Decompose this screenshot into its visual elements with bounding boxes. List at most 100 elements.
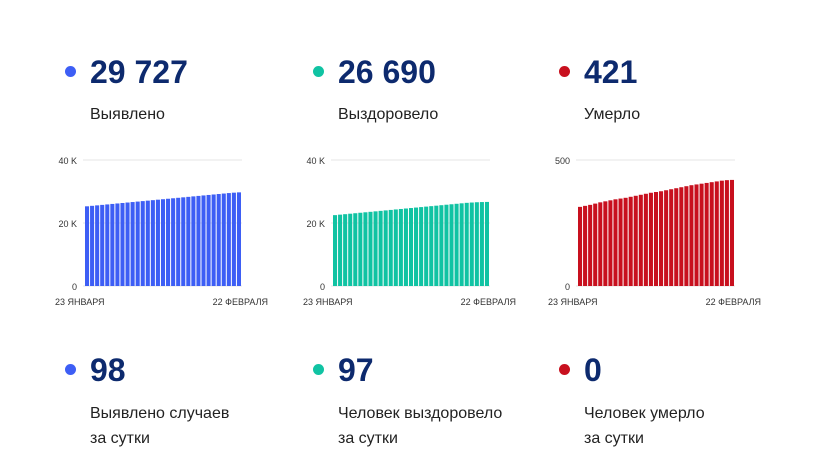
deaths-bar — [583, 205, 588, 286]
deaths-bar — [679, 187, 684, 286]
recovered-bar — [474, 202, 479, 286]
deaths-bar — [714, 181, 719, 286]
detected-ytick-label: 20 K — [58, 219, 77, 229]
detected-bar — [166, 198, 171, 286]
detected-label: Выявлено — [90, 106, 165, 123]
deaths-bar — [704, 182, 709, 286]
deaths-bar — [598, 202, 603, 286]
recovered-bar — [333, 215, 338, 287]
recovered-bar — [419, 207, 424, 286]
recovered-bar — [464, 202, 469, 286]
deaths-total-value: 421 — [584, 54, 638, 90]
detected-bar — [155, 199, 160, 286]
deaths-ytick-label: 500 — [555, 156, 570, 166]
recovered-total-value: 26 690 — [338, 54, 436, 90]
recovered-bar — [454, 203, 459, 286]
detected-bar — [181, 197, 186, 286]
recovered-bar — [353, 213, 358, 286]
deaths-bar — [709, 182, 714, 286]
recovered-bar — [484, 201, 489, 286]
detected-bar — [226, 193, 231, 286]
recovered-bar — [338, 214, 343, 286]
detected-xtick-label-start: 23 ЯНВАРЯ — [55, 297, 105, 307]
recovered-ytick-label: 20 K — [306, 219, 325, 229]
detected-bar — [100, 204, 105, 286]
recovered-ytick-label: 40 K — [306, 156, 325, 166]
recovered-label: Выздоровело — [338, 106, 439, 123]
detected-daily-label-line1: Выявлено случаев — [90, 405, 230, 422]
deaths-bar — [689, 185, 694, 286]
deaths-ytick-label: 0 — [565, 282, 570, 292]
deaths-bar — [638, 194, 643, 286]
detected-bar — [105, 204, 110, 286]
recovered-bar — [363, 212, 368, 286]
detected-bar — [236, 192, 241, 286]
detected-dot-icon — [65, 66, 76, 77]
recovered-bar — [424, 206, 429, 286]
deaths-bar — [669, 189, 674, 286]
detected-bar — [95, 205, 100, 286]
recovered-bar — [343, 214, 348, 286]
detected-bar — [140, 201, 145, 286]
detected-bar — [176, 197, 181, 286]
deaths-daily-label-line1: Человек умерло — [584, 405, 705, 422]
recovered-bar — [378, 210, 383, 286]
recovered-bar — [398, 208, 403, 286]
detected-bar — [135, 201, 140, 286]
deaths-xtick-label-end: 22 ФЕВРАЛЯ — [706, 297, 761, 307]
detected-bar — [130, 202, 135, 286]
recovered-bar — [479, 202, 484, 286]
deaths-bar — [588, 204, 593, 286]
detected-bar — [196, 195, 201, 286]
recovered-daily-value: 97 — [338, 352, 374, 388]
recovered-ytick-label: 0 — [320, 282, 325, 292]
deaths-daily-value: 0 — [584, 352, 602, 388]
deaths-daily-dot-icon — [559, 364, 570, 375]
recovered-bar — [393, 209, 398, 286]
deaths-bar — [674, 188, 679, 286]
detected-daily-value: 98 — [90, 352, 126, 388]
detected-bar — [150, 200, 155, 286]
deaths-bar — [664, 190, 669, 286]
deaths-xtick-label-start: 23 ЯНВАРЯ — [548, 297, 598, 307]
recovered-bar — [459, 203, 464, 286]
detected-bar — [206, 194, 211, 286]
deaths-chart: 0 500 23 ЯНВАРЯ 22 ФЕВРАЛЯ — [548, 156, 761, 307]
deaths-daily-label-line2: за сутки — [584, 430, 644, 447]
deaths-bar — [684, 186, 689, 286]
recovered-xtick-label-end: 22 ФЕВРАЛЯ — [461, 297, 516, 307]
deaths-bar — [613, 199, 618, 286]
deaths-bar — [659, 191, 664, 286]
detected-chart: 0 20 K 40 K 23 ЯНВАРЯ 22 ФЕВРАЛЯ — [55, 156, 268, 307]
detected-bar — [90, 205, 95, 286]
recovered-bar — [358, 212, 363, 286]
recovered-bar — [469, 202, 474, 286]
deaths-bar — [608, 200, 613, 286]
deaths-bar — [578, 206, 583, 286]
detected-bar — [216, 194, 221, 286]
detected-bar — [125, 202, 130, 286]
deaths-bar — [593, 203, 598, 286]
detected-ytick-label: 40 K — [58, 156, 77, 166]
recovered-bar — [449, 204, 454, 286]
detected-bar — [85, 206, 90, 286]
detected-ytick-label: 0 — [72, 282, 77, 292]
deaths-bar — [643, 193, 648, 286]
detected-bar — [145, 200, 150, 286]
deaths-bar — [699, 183, 704, 286]
recovered-daily-label-line2: за сутки — [338, 430, 398, 447]
recovered-bar — [434, 205, 439, 286]
detected-daily-dot-icon — [65, 364, 76, 375]
deaths-bar — [623, 197, 628, 286]
deaths-bar — [603, 201, 608, 286]
detected-total-value: 29 727 — [90, 54, 188, 90]
recovered-daily-label-line1: Человек выздоровело — [338, 405, 503, 422]
detected-bar — [120, 203, 125, 286]
deaths-bar — [719, 180, 724, 286]
deaths-label: Умерло — [584, 106, 641, 123]
recovered-bar — [388, 209, 393, 286]
detected-xtick-label-end: 22 ФЕВРАЛЯ — [213, 297, 268, 307]
recovered-chart: 0 20 K 40 K 23 ЯНВАРЯ 22 ФЕВРАЛЯ — [303, 156, 516, 307]
deaths-bar — [633, 195, 638, 286]
detected-bar — [221, 193, 226, 286]
